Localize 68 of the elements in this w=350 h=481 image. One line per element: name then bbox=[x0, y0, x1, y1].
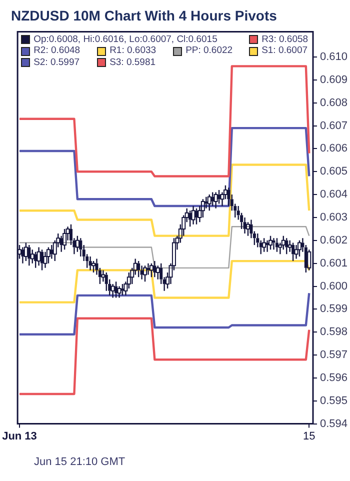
candlestick bbox=[292, 242, 295, 262]
candlestick bbox=[30, 248, 34, 264]
text: Jun 15 21:10 GMT bbox=[34, 456, 126, 468]
candlestick bbox=[281, 235, 286, 250]
y-tick-label: 0.604 bbox=[320, 188, 348, 201]
y-tick-label: 0.603 bbox=[320, 212, 348, 224]
y-tick-label: 0.605 bbox=[320, 166, 348, 178]
y-tick-label: 0.610 bbox=[320, 51, 348, 64]
y-tick-label: 0.609 bbox=[320, 74, 348, 86]
candlestick bbox=[46, 246, 50, 264]
candlestick bbox=[104, 272, 108, 292]
candlestick bbox=[34, 251, 38, 269]
candlestick bbox=[214, 192, 218, 209]
candlestick bbox=[153, 260, 156, 278]
x-tick-label: 15 bbox=[303, 430, 316, 442]
y-tick-label: 0.594 bbox=[320, 418, 348, 430]
candlestick bbox=[75, 235, 80, 252]
candlestick bbox=[149, 262, 154, 278]
y-tick-label: 0.596 bbox=[320, 372, 348, 384]
candlestick bbox=[262, 238, 266, 252]
candlestick bbox=[188, 210, 192, 228]
legend-label: R3: 0.6058 bbox=[262, 34, 308, 46]
candlestick bbox=[285, 238, 288, 255]
x-tick-label: Jun 13 bbox=[2, 430, 37, 442]
candlestick bbox=[117, 286, 122, 298]
candlestick bbox=[268, 235, 273, 250]
candlestick bbox=[227, 187, 230, 207]
y-tick-label: 0.595 bbox=[320, 394, 348, 407]
candlestick bbox=[207, 194, 212, 212]
candlestick bbox=[62, 228, 67, 250]
legend-label: R2: 0.6048 bbox=[34, 45, 80, 57]
y-tick-label: 0.607 bbox=[320, 120, 348, 132]
candlestick bbox=[114, 281, 118, 298]
y-tick-label: 0.600 bbox=[320, 280, 348, 292]
candlestick bbox=[191, 205, 196, 225]
legend-label: S1: 0.6007 bbox=[262, 45, 308, 57]
candlestick bbox=[50, 244, 54, 260]
candlestick bbox=[36, 246, 41, 266]
y-tick-label: 0.602 bbox=[320, 234, 348, 246]
candlestick bbox=[297, 240, 302, 258]
candlestick bbox=[137, 260, 140, 278]
y-tick-label: 0.599 bbox=[320, 303, 348, 316]
legend-label: PP: 0.6022 bbox=[186, 45, 233, 57]
candlestick bbox=[200, 198, 205, 218]
candlestick bbox=[28, 244, 31, 266]
candlestick bbox=[211, 192, 214, 207]
legend-label: S2: 0.5997 bbox=[34, 56, 80, 68]
candlestick bbox=[143, 265, 148, 282]
y-tick-label: 0.598 bbox=[320, 326, 348, 338]
candlestick bbox=[246, 221, 250, 236]
candlestick bbox=[294, 244, 298, 260]
candlestick bbox=[43, 251, 48, 269]
candlestick bbox=[140, 265, 144, 280]
candlestick bbox=[275, 238, 278, 252]
y-tick-label: 0.608 bbox=[320, 96, 348, 109]
legend-label: S3: 0.5981 bbox=[110, 56, 156, 68]
y-tick-label: 0.601 bbox=[320, 257, 348, 270]
chart-title: NZDUSD 10M Chart With 4 Hours Pivots bbox=[11, 7, 278, 24]
candlestick bbox=[92, 260, 96, 274]
y-tick-label: 0.606 bbox=[320, 142, 348, 155]
candlestick bbox=[24, 242, 28, 262]
candlestick bbox=[156, 265, 160, 280]
candlestick bbox=[110, 283, 115, 298]
legend-label: Op:0.6008, Hi:0.6016, Lo:0.6007, Cl:0.6015 bbox=[34, 34, 218, 46]
candlestick bbox=[79, 238, 82, 258]
legend-label: R1: 0.6033 bbox=[110, 45, 156, 57]
candlestick bbox=[21, 246, 24, 264]
y-tick-label: 0.597 bbox=[320, 349, 348, 362]
